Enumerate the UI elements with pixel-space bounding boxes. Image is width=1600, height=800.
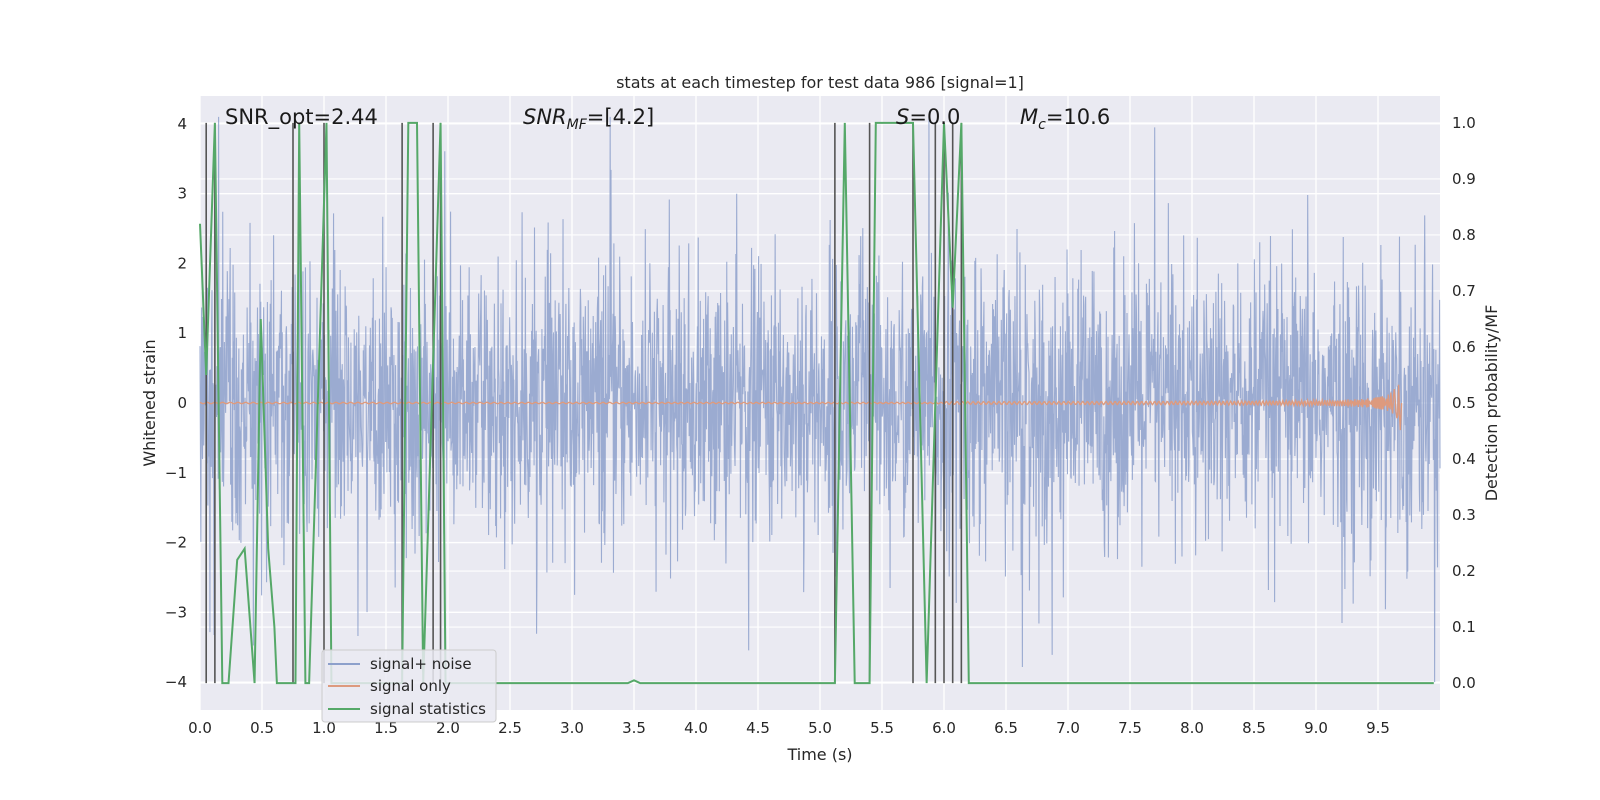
legend-label-signal-noise: signal+ noise (370, 655, 472, 673)
x-tick-label-17: 8.5 (1242, 719, 1266, 737)
y-tick-label-3: −1 (165, 464, 187, 482)
x-tick-label-7: 3.5 (622, 719, 646, 737)
legend-label-signal-only: signal only (370, 677, 451, 695)
y2-tick-label-3: 0.3 (1452, 506, 1476, 524)
y2-tick-label-9: 0.9 (1452, 170, 1476, 188)
x-tick-label-9: 4.5 (746, 719, 770, 737)
x-tick-label-2: 1.0 (312, 719, 336, 737)
legend-box (321, 649, 497, 723)
y2-tick-label-1: 0.1 (1452, 618, 1476, 636)
legend-label-signal-statistics: signal statistics (370, 700, 486, 718)
series-signal-noise (199, 116, 1441, 683)
legend: signal+ noise signal only signal statist… (321, 649, 497, 723)
y2-tick-label-5: 0.5 (1452, 394, 1476, 412)
x-tick-label-4: 2.0 (436, 719, 460, 737)
x-tick-label-3: 1.5 (374, 719, 398, 737)
y-tick-labels: −4 −3 −2 −1 0 1 2 3 4 (165, 115, 187, 691)
x-tick-label-16: 8.0 (1180, 719, 1204, 737)
y2-tick-label-7: 0.7 (1452, 282, 1476, 300)
x-tick-label-12: 6.0 (932, 719, 956, 737)
x-tick-label-15: 7.5 (1118, 719, 1142, 737)
x-tick-label-19: 9.5 (1366, 719, 1390, 737)
y-tick-label-0: −4 (165, 673, 187, 691)
x-tick-label-1: 0.5 (250, 719, 274, 737)
y2-tick-label-6: 0.6 (1452, 338, 1476, 356)
y-tick-label-7: 3 (177, 185, 187, 203)
x-tick-label-18: 9.0 (1304, 719, 1328, 737)
y2-tick-labels: 0.0 0.1 0.2 0.3 0.4 0.5 0.6 0.7 0.8 0.9 1.0 (1452, 114, 1476, 692)
y2-tick-label-8: 0.8 (1452, 226, 1476, 244)
series-signal-only (199, 384, 1403, 431)
y2-tick-label-10: 1.0 (1452, 114, 1476, 132)
annotation-mc: Mc=10.6 (1020, 105, 1110, 133)
y-tick-label-5: 1 (177, 324, 187, 342)
y2-tick-label-4: 0.4 (1452, 450, 1476, 468)
annotation-snr-mf: SNRMF=[4.2] (523, 105, 654, 133)
vertical-markers (205, 122, 963, 684)
x-tick-label-11: 5.5 (870, 719, 894, 737)
y-tick-label-2: −2 (165, 534, 187, 552)
chirp-line (199, 384, 1403, 431)
x-axis-label: Time (s) (786, 745, 852, 764)
chart-title: stats at each timestep for test data 986… (616, 73, 1024, 92)
noise-line (199, 116, 1441, 683)
annotation-s: S=0.0 (896, 105, 960, 129)
x-tick-label-10: 5.0 (808, 719, 832, 737)
y-tick-label-1: −3 (165, 603, 187, 621)
x-tick-label-5: 2.5 (498, 719, 522, 737)
y-tick-label-8: 4 (177, 115, 187, 133)
y2-axis-label: Detection probability/MF (1482, 305, 1501, 502)
x-tick-label-8: 4.0 (684, 719, 708, 737)
x-tick-labels: 0.0 0.5 1.0 1.5 2.0 2.5 3.0 3.5 4.0 4.5 5.0 5.5 6.0 6… (188, 719, 1390, 737)
y-axis-label: Whitened strain (140, 339, 159, 466)
y-tick-label-4: 0 (177, 394, 187, 412)
y-tick-label-6: 2 (177, 254, 187, 272)
x-tick-label-0: 0.0 (188, 719, 212, 737)
annotation-snr-opt: SNR_opt=2.44 (225, 105, 378, 130)
x-tick-label-14: 7.0 (1056, 719, 1080, 737)
x-tick-label-6: 3.0 (560, 719, 584, 737)
x-tick-label-13: 6.5 (994, 719, 1018, 737)
y2-tick-label-0: 0.0 (1452, 674, 1476, 692)
y2-tick-label-2: 0.2 (1452, 562, 1476, 580)
